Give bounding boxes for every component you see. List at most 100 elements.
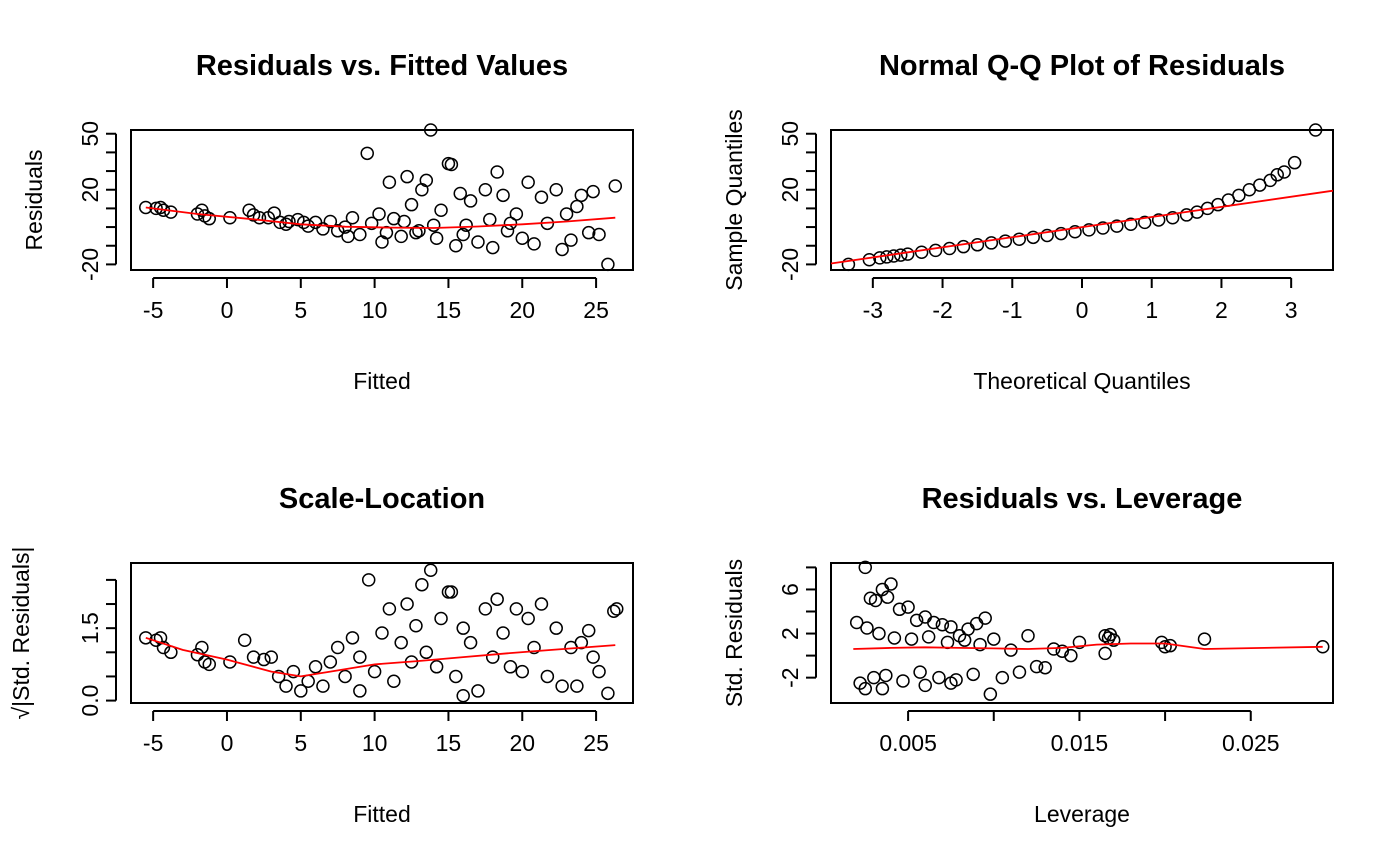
x-tick-label: 2 [1215,297,1228,323]
data-point [1165,210,1180,225]
data-point [860,621,874,635]
data-point [367,664,382,679]
x-axis-label: Fitted [353,801,411,827]
y-axis: -20 20 50 [77,121,117,281]
data-point [1012,232,1026,246]
data-point [1026,230,1040,245]
scatter-points [830,123,1334,272]
data-point [527,640,541,655]
data-point [345,210,360,225]
data-point [944,620,958,634]
data-point [496,626,510,640]
plot-frame [830,129,1334,271]
x-tick-label: 25 [583,297,609,323]
data-point [449,669,463,684]
x-tick-label: 1 [1145,297,1158,323]
data-point [1106,633,1121,647]
data-point [970,238,985,252]
data-point [549,621,563,635]
data-point [879,668,893,683]
data-point [456,227,470,242]
scale-location-panel: Scale-Location Fitted √|Std. Residuals| … [8,483,634,827]
data-point [409,225,423,240]
data-point [485,650,500,664]
x-tick-label: -5 [143,730,163,756]
data-point [1068,224,1082,239]
data-point [610,602,624,616]
data-point [423,563,438,577]
data-point [444,157,459,172]
data-point [940,635,955,650]
data-point [387,674,401,689]
data-point [286,664,301,679]
y-axis-label: Sample Quantiles [721,109,747,291]
data-point [534,190,549,204]
data-point [1151,213,1166,227]
data-point [581,225,596,240]
data-point [478,182,493,197]
data-point [995,670,1010,685]
data-point [944,676,958,690]
data-point [559,207,574,221]
data-point [301,674,315,689]
data-point [1040,228,1054,243]
data-point [1124,217,1138,232]
data-point [858,681,873,696]
data-point [330,224,345,238]
data-point [601,686,615,701]
x-tick-label: 15 [436,297,462,323]
data-point [246,650,261,664]
data-point [471,235,485,249]
x-tick-label: 0 [221,730,234,756]
data-point [456,621,470,635]
smooth-line [145,636,616,678]
data-point [1197,632,1212,646]
data-point [608,179,623,193]
data-point [156,640,171,655]
x-tick-label: 20 [509,297,535,323]
x-axis: -5 0 5 10 15 20 25 [143,710,609,756]
data-point [441,585,456,599]
data-point [423,123,438,137]
data-point [956,239,971,254]
x-tick-label: 3 [1285,297,1298,323]
data-point [202,657,217,672]
data-point [586,184,600,199]
data-point [456,689,470,703]
plot-frame [130,562,634,704]
data-point [521,175,535,190]
data-point [935,617,950,632]
data-point [892,602,907,617]
data-point [896,674,910,688]
data-point [242,203,256,218]
data-point [382,175,397,190]
data-point [375,626,389,640]
data-point [202,211,217,226]
data-point [308,215,323,230]
data-point [1287,155,1302,170]
data-point [1038,660,1052,675]
data-point [574,635,589,650]
data-point [928,243,943,258]
data-point [478,602,493,616]
data-point [463,194,478,208]
data-point [419,645,434,660]
data-point [164,205,178,219]
data-point [1055,644,1070,658]
x-tick-label: 5 [294,297,307,323]
y-tick-label: 50 [77,121,103,147]
data-point [375,235,389,249]
data-point [921,630,936,644]
data-point [490,165,504,179]
y-tick-label: 20 [777,177,803,203]
data-point [515,664,530,679]
chart-title: Residuals vs. Leverage [922,483,1243,515]
y-tick-label: 2 [777,627,803,640]
data-point [294,684,308,698]
data-point [153,631,168,645]
data-point [503,216,518,231]
data-point [927,615,941,630]
data-point [387,211,401,226]
scatter-points [849,560,1330,701]
